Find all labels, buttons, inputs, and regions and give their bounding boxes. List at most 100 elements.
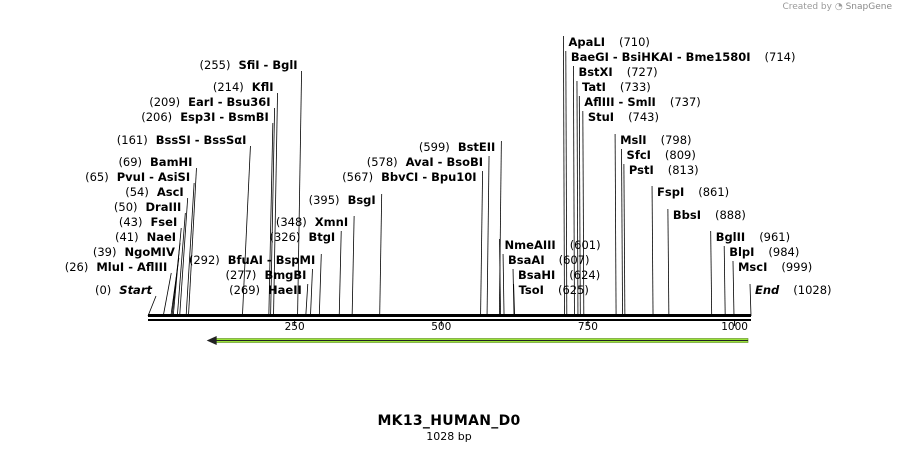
site-bmgbi[interactable]: (277) BmgBI [226,268,313,317]
svg-text:AscI: AscI [157,185,184,199]
site-baegi[interactable]: BaeGI - BsiHKAI - Bme1580I (714) [565,50,796,317]
svg-text:MslI: MslI [620,133,647,147]
svg-text:(54): (54) [125,185,149,199]
svg-text:AflIII - SmlI: AflIII - SmlI [584,95,656,109]
svg-text:TatI: TatI [582,80,606,94]
site-psti[interactable]: PstI (813) [623,163,699,317]
svg-text:250: 250 [285,321,305,333]
svg-text:BsgI: BsgI [348,193,376,207]
site-kfli[interactable]: (214) KflI [213,80,278,317]
svg-text:(624): (624) [569,268,600,282]
feature-arrow[interactable] [206,336,749,345]
credit-brand: SnapGene [845,2,892,12]
svg-text:(733): (733) [620,80,651,94]
svg-text:SfcI: SfcI [627,148,651,162]
site-fspi[interactable]: FspI (861) [651,185,729,317]
svg-text:FspI: FspI [657,185,684,199]
svg-text:KflI: KflI [252,80,274,94]
site-bstxi[interactable]: BstXI (727) [573,65,658,317]
site-draiii[interactable]: (50) DraIII [114,200,186,317]
site-sfii[interactable]: (255) SfiI - BglI [200,58,302,317]
svg-text:(961): (961) [759,230,790,244]
svg-text:(65): (65) [85,170,109,184]
site-afliii[interactable]: AflIII - SmlI (737) [578,95,701,317]
svg-text:(578): (578) [367,155,398,169]
site-bbsi[interactable]: BbsI (888) [667,208,746,317]
svg-text:BamHI: BamHI [150,155,192,169]
site-bamhi[interactable]: (69) BamHI [118,155,197,317]
svg-text:PstI: PstI [629,163,654,177]
site-asci[interactable]: (54) AscI [125,185,189,317]
svg-text:BglII: BglII [716,230,746,244]
svg-text:FseI: FseI [150,215,177,229]
site-blpi[interactable]: BlpI (984) [723,245,799,317]
svg-text:(714): (714) [765,50,796,64]
svg-text:SfiI - BglI: SfiI - BglI [238,58,297,72]
site-msci[interactable]: MscI (999) [732,260,812,317]
svg-text:NgoMIV: NgoMIV [124,245,174,259]
site-tati[interactable]: TatI (733) [576,80,651,317]
site-apali[interactable]: ApaLI (710) [563,35,650,317]
svg-text:(809): (809) [665,148,696,162]
svg-text:(710): (710) [619,35,650,49]
credit-prefix: Created by [782,2,832,12]
svg-text:BbvCI - Bpu10I: BbvCI - Bpu10I [381,170,476,184]
svg-text:XmnI: XmnI [315,215,348,229]
svg-text:(798): (798) [661,133,692,147]
svg-text:Start: Start [119,283,152,297]
svg-text:TsoI: TsoI [519,283,544,297]
svg-text:(39): (39) [93,245,117,259]
site-pvui[interactable]: (65) PvuI - AsiSI [85,170,195,317]
site-mlui[interactable]: (26) MluI - AflIII [65,260,172,317]
svg-text:MluI - AflIII: MluI - AflIII [96,260,167,274]
site-esp3i[interactable]: (206) Esp3I - BsmBI [141,110,274,317]
site-xmni[interactable]: (348) XmnI [276,215,355,317]
svg-text:(737): (737) [670,95,701,109]
svg-text:(206): (206) [141,110,172,124]
site-btgi[interactable]: (326) BtgI [270,230,342,317]
svg-text:(255): (255) [200,58,231,72]
svg-text:500: 500 [431,321,451,333]
snapgene-logo-icon: ◔ [834,2,843,12]
site-bstEii[interactable]: (599) BstEII [419,140,502,317]
map-length: 1028 bp [426,430,472,443]
svg-text:NaeI: NaeI [147,230,176,244]
svg-text:(277): (277) [226,268,257,282]
site-msli[interactable]: MslI (798) [614,133,692,317]
site-bbvci[interactable]: (567) BbvCI - Bpu10I [342,170,483,317]
svg-text:(567): (567) [342,170,373,184]
svg-text:BmgBI: BmgBI [264,268,306,282]
site-stui[interactable]: StuI (743) [582,110,659,317]
site-tsoi[interactable]: TsoI (625) [513,283,589,317]
site-bsgi[interactable]: (395) BsgI [309,193,383,317]
svg-text:(743): (743) [628,110,659,124]
site-ngomiv[interactable]: (39) NgoMIV [93,245,180,317]
site-bglii[interactable]: BglII (961) [710,230,790,317]
site-sfci[interactable]: SfcI (809) [621,148,696,317]
svg-text:(999): (999) [781,260,812,274]
site-bsssi[interactable]: (161) BssSI - BssSαI [117,133,251,317]
site-fsei[interactable]: (43) FseI [119,215,182,317]
svg-text:(395): (395) [309,193,340,207]
svg-text:BstEII: BstEII [458,140,496,154]
site-eari[interactable]: (209) EarI - Bsu36I [149,95,275,317]
svg-text:NmeAIII: NmeAIII [505,238,556,252]
site-avai[interactable]: (578) AvaI - BsoBI [367,155,490,317]
site-haeii[interactable]: (269) HaeII [229,283,309,317]
svg-text:(41): (41) [115,230,139,244]
ruler-tick: 1000 [721,321,748,333]
site-bfuai[interactable]: (292) BfuAI - BspMI [189,253,322,317]
site-end[interactable]: End (1028) [749,283,832,317]
svg-text:(813): (813) [668,163,699,177]
svg-text:MscI: MscI [738,260,767,274]
svg-text:BstXI: BstXI [578,65,612,79]
site-start[interactable]: (0) Start [95,283,157,317]
svg-text:End: End [755,283,780,297]
svg-text:(209): (209) [149,95,180,109]
svg-text:(348): (348) [276,215,307,229]
svg-text:StuI: StuI [588,110,614,124]
svg-text:(214): (214) [213,80,244,94]
svg-text:ApaLI: ApaLI [568,35,605,49]
svg-text:(1028): (1028) [793,283,831,297]
